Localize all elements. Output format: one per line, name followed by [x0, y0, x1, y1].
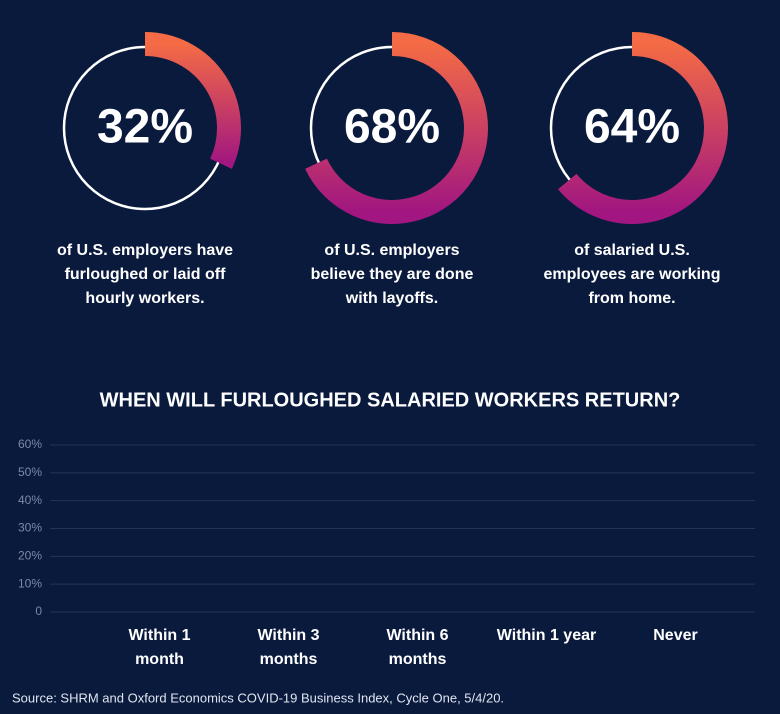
- y-tick-label: 0: [35, 604, 42, 618]
- donut-caption: of salaried U.S.: [574, 242, 690, 259]
- donut-value: 68%: [344, 101, 440, 154]
- donut-caption: employees are working: [544, 266, 721, 283]
- donut-caption: hourly workers.: [85, 290, 204, 307]
- donut-arc: [305, 32, 488, 224]
- x-tick-label: Within 1 month: [128, 627, 191, 668]
- x-tick-label: Within 6 months: [386, 627, 449, 668]
- donut-caption: of U.S. employers: [324, 242, 459, 259]
- donut-caption: of U.S. employers have: [57, 242, 233, 259]
- y-tick-label: 30%: [18, 521, 42, 535]
- donut-arc: [144, 32, 241, 169]
- donut-caption: believe they are done: [311, 266, 474, 283]
- y-tick-label: 60%: [18, 437, 42, 451]
- chart-title: WHEN WILL FURLOUGHED SALARIED WORKERS RE…: [100, 389, 681, 411]
- donut-caption: with layoffs.: [345, 290, 438, 307]
- donut-value: 32%: [97, 101, 193, 154]
- donut-caption: furloughed or laid off: [65, 266, 227, 283]
- y-tick-label: 20%: [18, 549, 42, 563]
- donut-arc: [558, 32, 728, 224]
- x-tick-label: Never: [653, 627, 698, 644]
- x-tick-label: Within 1 year: [496, 627, 597, 644]
- source: Source: SHRM and Oxford Economics COVID-…: [12, 690, 504, 705]
- y-tick-label: 10%: [18, 576, 42, 590]
- y-tick-label: 50%: [18, 465, 42, 479]
- x-tick-label: Within 3 months: [257, 627, 320, 668]
- donut-value: 64%: [584, 101, 680, 154]
- y-tick-label: 40%: [18, 493, 42, 507]
- donut-caption: from home.: [588, 290, 675, 307]
